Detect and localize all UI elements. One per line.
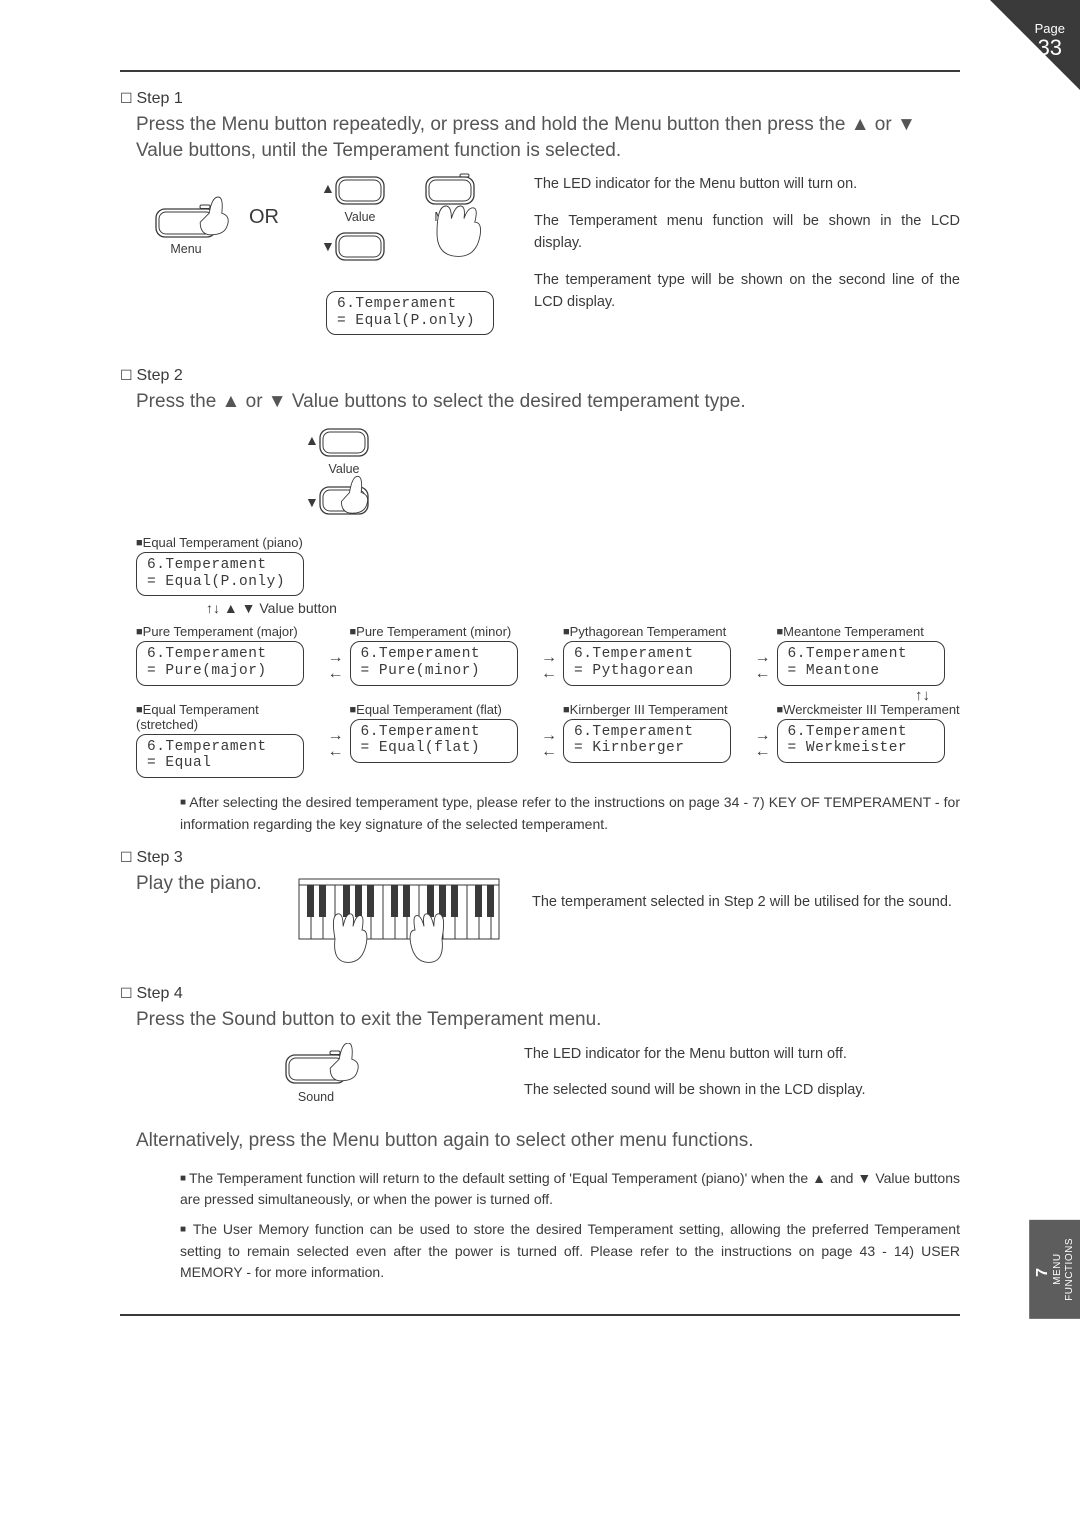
starter-label: ■Equal Temperament (piano): [136, 535, 960, 550]
temperament-cell: ■Pure Temperament (minor)6.Temperament =…: [350, 624, 534, 685]
svg-text:▼: ▼: [321, 238, 335, 254]
step1-instruction: Press the Menu button repeatedly, or pre…: [136, 112, 960, 163]
value-button-note: ↑↓ ▲ ▼ Value button: [206, 600, 960, 616]
temperament-cell: ■Pure Temperament (major)6.Temperament =…: [136, 624, 320, 685]
svg-text:▼: ▼: [305, 494, 319, 510]
page-number: Page 33: [1035, 22, 1065, 60]
lcd-display: 6.Temperament = Equal(P.only): [326, 291, 494, 335]
step1-diagram: Menu OR ▲ Value ▼ Men: [136, 173, 506, 353]
step3-title: Step 3: [120, 849, 960, 867]
step2-value-buttons: ▲ Value ▼: [300, 425, 960, 535]
svg-text:Menu: Menu: [170, 242, 201, 256]
temperament-cell: ■Equal Temperament (stretched)6.Temperam…: [136, 702, 320, 778]
step4-note2: The User Memory function can be used to …: [180, 1219, 960, 1284]
svg-text:▲: ▲: [305, 432, 319, 448]
temperament-cell: ■Werckmeister III Temperament6.Temperame…: [777, 702, 961, 778]
step4-note1: The Temperament function will return to …: [180, 1168, 960, 1211]
step4-description: The LED indicator for the Menu button wi…: [524, 1043, 960, 1116]
svg-text:▲: ▲: [321, 180, 335, 196]
temperament-cell: ■Pythagorean Temperament6.Temperament = …: [563, 624, 747, 685]
sound-button-diagram: Sound: [136, 1043, 496, 1113]
temperament-grid: ■Pure Temperament (major)6.Temperament =…: [136, 624, 960, 778]
step1-description: The LED indicator for the Menu button wi…: [534, 173, 960, 327]
temperament-cell: ■Equal Temperament (flat)6.Temperament =…: [350, 702, 534, 778]
step2-footnote: After selecting the desired temperament …: [180, 792, 960, 835]
step4-instruction: Press the Sound button to exit the Tempe…: [136, 1007, 960, 1033]
starter-lcd: 6.Temperament = Equal(P.only): [136, 552, 304, 596]
section-tab: 7 MENU FUNCTIONS: [1029, 1220, 1080, 1319]
step2-instruction: Press the ▲ or ▼ Value buttons to select…: [136, 389, 960, 415]
step4-title: Step 4: [120, 985, 960, 1003]
step2-title: Step 2: [120, 367, 960, 385]
svg-text:Value: Value: [344, 210, 375, 224]
svg-text:Sound: Sound: [298, 1090, 334, 1104]
svg-text:Value: Value: [328, 462, 359, 476]
svg-text:OR: OR: [249, 206, 279, 228]
step3-instruction: Play the piano.: [136, 871, 266, 897]
temperament-cell: ■Kirnberger III Temperament6.Temperament…: [563, 702, 747, 778]
temperament-cell: ■Meantone Temperament6.Temperament = Mea…: [777, 624, 961, 685]
piano-diagram: [294, 871, 504, 971]
step3-description: The temperament selected in Step 2 will …: [532, 871, 960, 927]
step4-alt-instruction: Alternatively, press the Menu button aga…: [136, 1128, 960, 1154]
step1-title: Step 1: [120, 90, 960, 108]
